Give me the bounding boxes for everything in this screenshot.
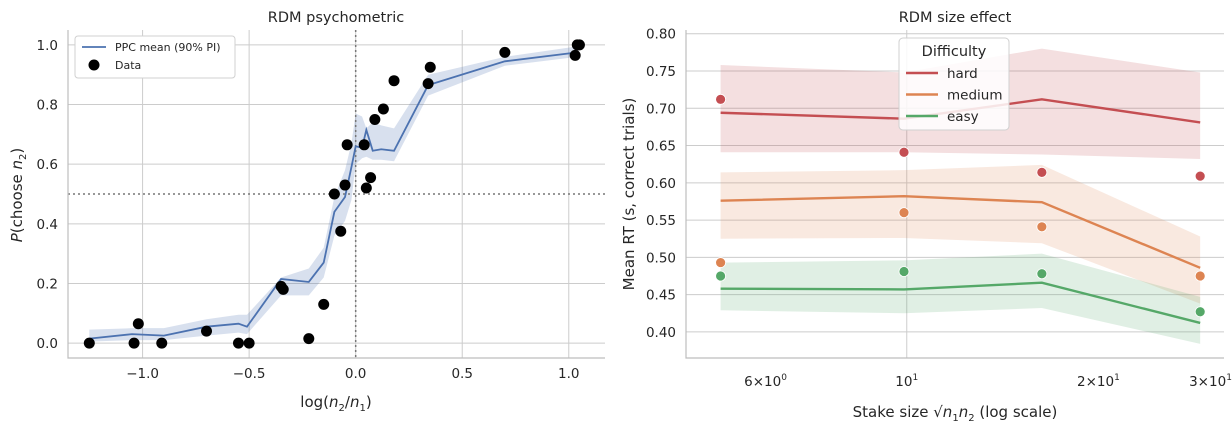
data-point [388,75,400,87]
x-tick-label: 0.0 [345,366,366,382]
data-point-easy [898,266,910,277]
data-point-easy [1194,306,1206,318]
data-point [335,225,347,237]
x-tick-label: 0.5 [451,366,472,382]
y-tick-label: 0.4 [37,217,58,233]
data-point-medium [1194,270,1206,282]
data-point-easy [715,270,727,282]
data-points-group [83,39,585,349]
line-easy [720,281,1201,325]
data-point-hard [1036,166,1048,178]
y-axis-label: P(choose n2) [8,148,29,243]
data-point [243,337,255,349]
axes-spines [685,30,1224,359]
x-axis-label: log(n2/n1) [300,393,371,414]
data-point-hard [715,93,727,105]
data-point [277,283,289,295]
x-tick-label: −1.0 [126,366,159,382]
legend-entries: hard medium easy [906,66,1002,125]
data-point-medium [715,257,727,268]
y-tick-label: 0.6 [37,157,58,173]
data-point-easy [1036,268,1048,280]
x-tick-label: 6×100 [744,373,787,390]
data-point [369,113,381,125]
data-point [377,103,389,115]
legend-label-data: Data [115,59,141,72]
legend-label-medium: medium [947,88,1002,104]
data-point [573,39,585,51]
data-point [83,337,95,349]
line-medium [720,195,1201,269]
data-point [303,333,315,345]
data-point [156,337,168,349]
x-tick-label: −0.5 [233,366,266,382]
legend-box [898,37,1010,131]
y-tick-label: 0.60 [646,176,676,192]
panel-title: RDM psychometric [268,10,404,26]
data-point [499,46,511,58]
x-tick-label: 1.0 [558,366,579,382]
panel-title: RDM size effect [899,10,1012,26]
legend-label-easy: easy [947,109,979,125]
data-point-hard [1194,170,1206,182]
x-axis-label: Stake size √n1n2 (log scale) [853,403,1058,424]
x-tick-label: 101 [895,373,918,390]
data-point [232,337,244,349]
y-tick-label: 0.50 [646,250,676,266]
data-point-hard [898,146,910,158]
x-tick-label: 2×101 [1077,373,1120,390]
data-point [201,325,213,337]
data-point [422,78,434,90]
legend-box [74,35,236,79]
data-point-medium [1036,221,1048,233]
data-point [360,182,372,194]
data-point [365,172,377,184]
grid [686,30,1224,358]
ppc-mean-line [89,51,578,340]
data-point [128,337,140,349]
data-point [341,139,353,151]
data-point [328,188,340,200]
y-tick-label: 0.8 [37,98,58,114]
data-point [358,139,370,151]
legend-label-hard: hard [947,66,978,82]
legend-label-ppc: PPC mean (90% PI) [115,41,221,54]
y-tick-label: 0.40 [646,325,676,341]
y-tick-label: 0.55 [646,213,676,229]
data-point-medium [898,207,910,219]
y-tick-label: 0.80 [646,27,676,43]
y-ticks: 0.40 0.45 0.50 0.55 0.60 0.65 0.70 0.75 0.80 [646,27,676,341]
y-tick-label: 0.75 [646,64,676,80]
y-tick-label: 0.65 [646,139,676,155]
legend: Difficulty hard medium easy [898,37,1010,131]
y-tick-label: 1.0 [37,38,58,54]
size-effect-panel: RDM size effect 6×100 101 2×101 3×101 0.400… [620,10,1232,424]
y-ticks: 0.0 0.2 0.4 0.6 0.8 1.0 [37,38,58,352]
data-points-group [715,93,1206,318]
axes-spines [67,30,605,359]
data-point [424,61,436,73]
x-ticks: 6×100 101 2×101 3×101 [744,373,1232,390]
legend-title: Difficulty [922,44,987,60]
data-point [318,298,330,310]
ppc-line-group [89,51,578,340]
legend: PPC mean (90% PI) Data [74,35,236,79]
x-tick-label: 3×101 [1189,373,1232,390]
y-tick-label: 0.70 [646,101,676,117]
psychometric-panel: RDM psychometric −1.0 −0.5 0.0 0.5 1.0 0.00.… [8,10,605,414]
data-point [132,318,144,330]
band-easy [720,253,1201,344]
y-tick-label: 0.0 [37,336,58,352]
data-point [339,179,351,191]
y-axis-label: Mean RT (s, correct trials) [620,98,638,291]
band-medium [720,164,1201,304]
x-ticks: −1.0 −0.5 0.0 0.5 1.0 [126,366,579,382]
legend-swatch-data [88,59,100,71]
y-tick-label: 0.45 [646,288,676,304]
y-tick-label: 0.2 [37,276,58,292]
data-point [569,49,581,61]
